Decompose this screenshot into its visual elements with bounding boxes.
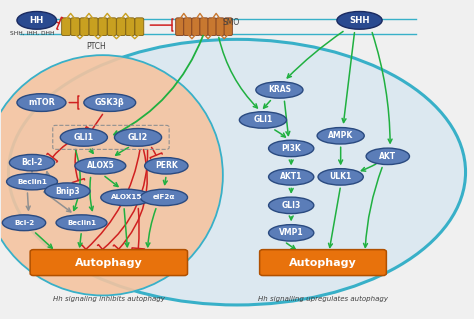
Ellipse shape — [269, 197, 314, 214]
Ellipse shape — [145, 158, 188, 174]
Ellipse shape — [256, 82, 303, 98]
FancyBboxPatch shape — [224, 18, 232, 35]
Ellipse shape — [45, 183, 90, 199]
Ellipse shape — [337, 11, 382, 29]
Text: Bcl-2: Bcl-2 — [21, 158, 43, 167]
Text: Autophagy: Autophagy — [289, 257, 357, 268]
FancyBboxPatch shape — [208, 18, 216, 35]
Ellipse shape — [9, 154, 55, 171]
FancyBboxPatch shape — [135, 18, 144, 35]
FancyBboxPatch shape — [62, 18, 71, 35]
FancyBboxPatch shape — [30, 250, 188, 276]
Ellipse shape — [140, 189, 188, 206]
Text: Beclin1: Beclin1 — [17, 179, 47, 185]
Ellipse shape — [60, 129, 108, 146]
Text: GSK3β: GSK3β — [95, 98, 125, 107]
FancyBboxPatch shape — [200, 18, 208, 35]
Ellipse shape — [317, 128, 364, 144]
Text: PTCH: PTCH — [86, 42, 106, 51]
Text: SHH: SHH — [349, 16, 370, 25]
Ellipse shape — [269, 169, 314, 185]
Ellipse shape — [17, 94, 66, 111]
Ellipse shape — [239, 112, 286, 128]
Text: SHH, IHH, DHH: SHH, IHH, DHH — [10, 31, 55, 35]
Text: AKT1: AKT1 — [280, 172, 302, 182]
Ellipse shape — [9, 39, 465, 305]
Text: GLI1: GLI1 — [253, 115, 273, 124]
Text: Autophagy: Autophagy — [75, 257, 143, 268]
Text: VMP1: VMP1 — [279, 228, 303, 237]
Text: eIF2α: eIF2α — [153, 195, 175, 200]
Text: ALOX5: ALOX5 — [86, 161, 114, 170]
FancyBboxPatch shape — [126, 18, 135, 35]
Text: HH: HH — [29, 16, 44, 25]
Text: AMPK: AMPK — [328, 131, 353, 140]
Ellipse shape — [115, 129, 162, 146]
Text: Bnip3: Bnip3 — [55, 187, 80, 196]
FancyBboxPatch shape — [260, 250, 386, 276]
Text: GLI3: GLI3 — [282, 201, 301, 210]
Text: GLI2: GLI2 — [128, 133, 148, 142]
Text: Bcl-2: Bcl-2 — [14, 220, 34, 226]
FancyBboxPatch shape — [80, 18, 89, 35]
Text: Hh signalling upregulates autophagy: Hh signalling upregulates autophagy — [258, 296, 388, 302]
Text: Hh signaling inhibits autophagy: Hh signaling inhibits autophagy — [53, 296, 165, 302]
FancyBboxPatch shape — [184, 18, 192, 35]
FancyBboxPatch shape — [176, 18, 184, 35]
Ellipse shape — [269, 225, 314, 241]
Ellipse shape — [318, 169, 363, 185]
Ellipse shape — [7, 174, 57, 190]
Ellipse shape — [269, 140, 314, 157]
Ellipse shape — [17, 11, 56, 29]
Text: PI3K: PI3K — [281, 144, 301, 153]
Ellipse shape — [75, 158, 126, 174]
Text: mTOR: mTOR — [28, 98, 55, 107]
Text: PERK: PERK — [155, 161, 178, 170]
FancyBboxPatch shape — [108, 18, 116, 35]
Text: ULK1: ULK1 — [329, 172, 352, 182]
Text: GLI1: GLI1 — [74, 133, 94, 142]
Ellipse shape — [56, 215, 107, 231]
FancyBboxPatch shape — [98, 18, 107, 35]
Text: KRAS: KRAS — [268, 85, 291, 94]
FancyBboxPatch shape — [89, 18, 98, 35]
Ellipse shape — [84, 94, 136, 111]
FancyBboxPatch shape — [216, 18, 224, 35]
FancyBboxPatch shape — [71, 18, 80, 35]
Ellipse shape — [0, 55, 223, 295]
Text: AKT: AKT — [379, 152, 396, 161]
FancyBboxPatch shape — [192, 18, 200, 35]
FancyBboxPatch shape — [117, 18, 126, 35]
Ellipse shape — [2, 215, 46, 231]
Text: ALOX15: ALOX15 — [110, 195, 142, 200]
Ellipse shape — [101, 189, 152, 206]
Text: Beclin1: Beclin1 — [67, 220, 96, 226]
Text: SMO: SMO — [223, 18, 240, 27]
Ellipse shape — [366, 148, 410, 165]
